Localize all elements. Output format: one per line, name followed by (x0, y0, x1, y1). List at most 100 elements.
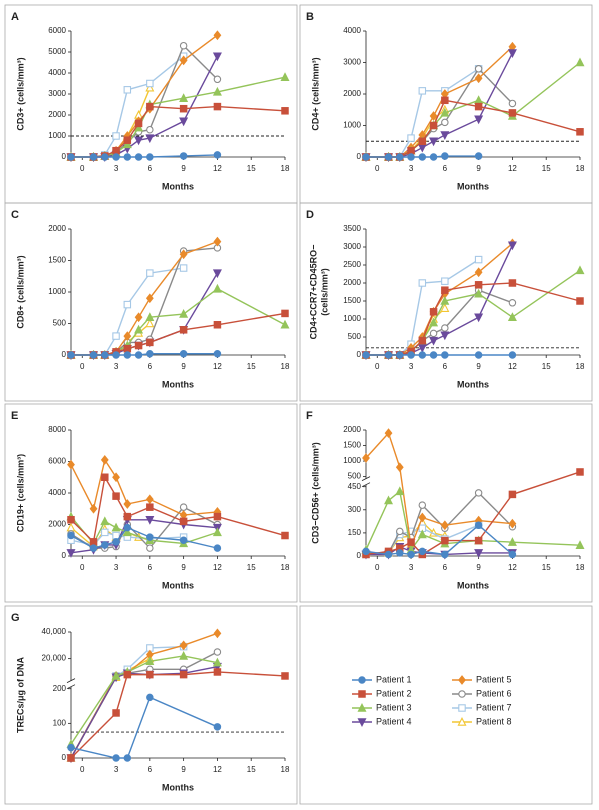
marker (112, 531, 120, 540)
x-tick-label: 9 (181, 765, 186, 774)
marker (441, 351, 449, 359)
x-tick-label: 6 (443, 563, 448, 572)
y-tick-label: 500 (53, 319, 67, 328)
x-tick-label: 15 (542, 362, 551, 371)
y-tick-label: 1000 (343, 121, 361, 130)
y-axis-label: CD3+ (cells/mm³) (15, 57, 25, 130)
x-tick-label: 0 (80, 164, 85, 173)
legend-label: Patient 8 (476, 716, 512, 726)
marker (67, 153, 75, 161)
x-tick-label: 18 (576, 362, 585, 371)
marker (429, 137, 439, 147)
marker (280, 319, 290, 329)
marker (123, 300, 132, 309)
marker (507, 312, 517, 321)
marker (429, 329, 438, 338)
marker (474, 255, 483, 264)
axis-break (361, 476, 371, 481)
y-tick-label: 2500 (343, 260, 361, 269)
x-tick-label: 12 (213, 563, 222, 572)
marker (213, 236, 222, 247)
marker (508, 299, 517, 307)
y-tick-label: 40,000 (42, 627, 67, 636)
y-tick-label: 0 (357, 350, 362, 359)
marker (123, 499, 132, 509)
y-tick-label: 1000 (48, 287, 66, 296)
marker (179, 326, 188, 334)
marker (213, 151, 222, 159)
series-line (71, 272, 219, 356)
marker (384, 351, 393, 359)
marker (123, 754, 132, 762)
series-line (71, 76, 286, 158)
marker (134, 153, 143, 161)
series-line (71, 312, 286, 356)
series-line (71, 247, 218, 356)
y-tick-label: 0 (62, 551, 67, 560)
marker (357, 702, 367, 712)
marker (123, 344, 132, 353)
marker (179, 650, 189, 660)
marker (213, 544, 222, 552)
marker (145, 318, 155, 328)
marker (418, 279, 427, 287)
marker (179, 41, 188, 50)
x-tick-label: 0 (80, 765, 85, 774)
series-line (366, 269, 581, 356)
marker (179, 349, 188, 358)
marker (112, 153, 120, 161)
marker (212, 657, 222, 667)
marker (362, 351, 370, 359)
legend-label: Patient 2 (376, 688, 412, 698)
marker (146, 125, 154, 134)
marker (179, 152, 188, 160)
marker (122, 139, 132, 149)
series-line (70, 458, 218, 516)
series-line (70, 671, 286, 759)
series-line (70, 632, 218, 759)
marker (146, 338, 154, 347)
marker (213, 512, 222, 521)
marker (441, 286, 449, 294)
axis-break (66, 678, 76, 683)
marker (281, 107, 289, 115)
marker (67, 754, 75, 762)
marker (474, 549, 484, 558)
x-tick-label: 18 (281, 164, 290, 173)
marker (212, 52, 222, 62)
marker (179, 503, 188, 511)
marker (508, 518, 517, 529)
x-tick-label: 9 (181, 362, 186, 371)
marker (123, 523, 132, 532)
marker (396, 351, 404, 359)
marker (362, 453, 370, 463)
marker (474, 288, 484, 298)
marker (418, 547, 427, 556)
x-tick-label: 3 (409, 164, 414, 173)
marker (101, 351, 109, 359)
series-line (71, 55, 219, 158)
marker (429, 111, 438, 121)
marker (213, 723, 222, 731)
marker (66, 549, 76, 558)
x-tick-label: 6 (443, 362, 448, 371)
marker (101, 153, 109, 161)
x-tick-label: 15 (247, 362, 256, 371)
marker (418, 153, 427, 161)
y-tick-label: 1500 (48, 256, 66, 265)
y-tick-label: 1500 (343, 441, 361, 450)
series-line (365, 431, 513, 550)
marker (67, 351, 75, 359)
marker (508, 99, 517, 108)
marker (417, 344, 427, 353)
marker (179, 517, 188, 526)
y-tick-label: 2000 (343, 425, 361, 434)
marker (146, 503, 154, 511)
x-tick-label: 18 (281, 362, 290, 371)
marker (474, 152, 483, 160)
marker (146, 693, 154, 702)
x-tick-label: 15 (247, 563, 256, 572)
legend-label: Patient 4 (376, 716, 412, 726)
marker (111, 522, 121, 532)
